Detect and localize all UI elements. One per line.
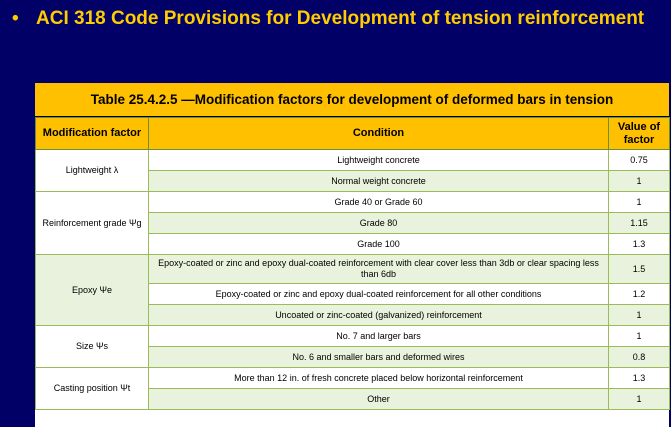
condition-cell: Normal weight concrete bbox=[148, 170, 609, 192]
table-row: Reinforcement grade Ψg Grade 40 or Grade… bbox=[35, 191, 670, 255]
value-cell: 1.3 bbox=[608, 233, 670, 255]
condition-cell: Epoxy-coated or zinc and epoxy dual-coat… bbox=[148, 254, 609, 284]
condition-cell: Grade 100 bbox=[148, 233, 609, 255]
factor-cell: Lightweight λ bbox=[35, 149, 149, 192]
factor-table-container: Table 25.4.2.5 —Modification factors for… bbox=[35, 83, 670, 427]
header-modification-factor: Modification factor bbox=[35, 117, 149, 150]
value-cell: 1 bbox=[608, 191, 670, 213]
table-row: Lightweight λ Lightweight concrete 0.75 bbox=[35, 149, 670, 192]
condition-cell: Epoxy-coated or zinc and epoxy dual-coat… bbox=[148, 283, 609, 305]
condition-cell: Uncoated or zinc-coated (galvanized) rei… bbox=[148, 304, 609, 326]
heading-text: ACI 318 Code Provisions for Development … bbox=[36, 8, 645, 29]
table-header-row: Modification factor Condition Value of f… bbox=[35, 117, 670, 150]
table-row: Size Ψs No. 7 and larger bars 1 bbox=[35, 325, 670, 368]
value-cell: 1 bbox=[608, 304, 670, 326]
value-cell: 1.2 bbox=[608, 283, 670, 305]
factor-cell: Size Ψs bbox=[35, 325, 149, 368]
factor-cell: Epoxy Ψe bbox=[35, 254, 149, 326]
slide-heading: • ACI 318 Code Provisions for Developmen… bbox=[12, 4, 662, 34]
condition-cell: No. 6 and smaller bars and deformed wire… bbox=[148, 346, 609, 368]
header-condition: Condition bbox=[148, 117, 609, 150]
factor-table: Modification factor Condition Value of f… bbox=[35, 117, 670, 410]
condition-cell: Lightweight concrete bbox=[148, 149, 609, 171]
table-row: Other 1 bbox=[36, 388, 670, 410]
value-cell: 1 bbox=[608, 170, 670, 192]
value-cell: 1 bbox=[608, 388, 670, 410]
condition-cell: Grade 40 or Grade 60 bbox=[148, 191, 609, 213]
table-row: No. 6 and smaller bars and deformed wire… bbox=[36, 346, 670, 368]
table-row: Normal weight concrete 1 bbox=[36, 170, 670, 192]
table-row: Grade 100 1.3 bbox=[36, 233, 670, 255]
factor-cell: Reinforcement grade Ψg bbox=[35, 191, 149, 255]
table-row: Casting position Ψt More than 12 in. of … bbox=[35, 367, 670, 410]
header-value-of-factor: Value of factor bbox=[608, 117, 670, 150]
condition-cell: No. 7 and larger bars bbox=[148, 325, 609, 347]
value-cell: 0.75 bbox=[608, 149, 670, 171]
table-row: Uncoated or zinc-coated (galvanized) rei… bbox=[36, 304, 670, 326]
value-cell: 1.15 bbox=[608, 212, 670, 234]
condition-cell: More than 12 in. of fresh concrete place… bbox=[148, 367, 609, 389]
table-row: Epoxy-coated or zinc and epoxy dual-coat… bbox=[36, 283, 670, 305]
value-cell: 1 bbox=[608, 325, 670, 347]
value-cell: 0.8 bbox=[608, 346, 670, 368]
table-caption: Table 25.4.2.5 —Modification factors for… bbox=[35, 83, 669, 117]
table-row: Epoxy Ψe Epoxy-coated or zinc and epoxy … bbox=[35, 254, 670, 326]
value-cell: 1.5 bbox=[608, 254, 670, 284]
bullet-icon: • bbox=[12, 8, 19, 29]
condition-cell: Grade 80 bbox=[148, 212, 609, 234]
factor-cell: Casting position Ψt bbox=[35, 367, 149, 410]
condition-cell: Other bbox=[148, 388, 609, 410]
value-cell: 1.3 bbox=[608, 367, 670, 389]
